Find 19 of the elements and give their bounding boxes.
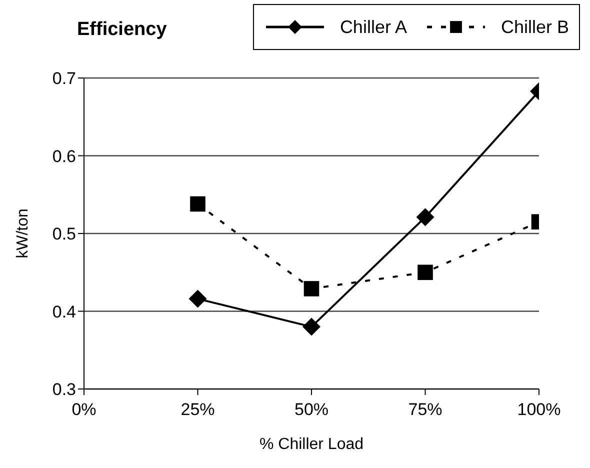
point (190, 196, 206, 212)
y-tick-label: 0.7 (52, 69, 76, 88)
legend-label: Chiller A (340, 16, 407, 38)
x-tick-label: 25% (180, 400, 215, 420)
point (302, 318, 320, 336)
chart-title: Efficiency (77, 19, 167, 41)
y-tick-label: 0.5 (52, 224, 76, 244)
x-tick-label: 0% (72, 400, 96, 420)
y-axis-title: kW/ton (14, 208, 32, 258)
x-tick-label: 75% (408, 400, 442, 420)
legend-label: Chiller B (500, 16, 569, 38)
x-axis-title: % Chiller Load (259, 436, 364, 453)
x-tick-label: 50% (294, 400, 329, 420)
y-tick-label: 0.6 (52, 146, 76, 166)
point (304, 281, 320, 296)
y-tick-label: 0.3 (52, 380, 76, 400)
x-tick-label: 100% (517, 400, 561, 420)
y-tick-label: 0.4 (52, 302, 76, 322)
point (188, 290, 207, 308)
